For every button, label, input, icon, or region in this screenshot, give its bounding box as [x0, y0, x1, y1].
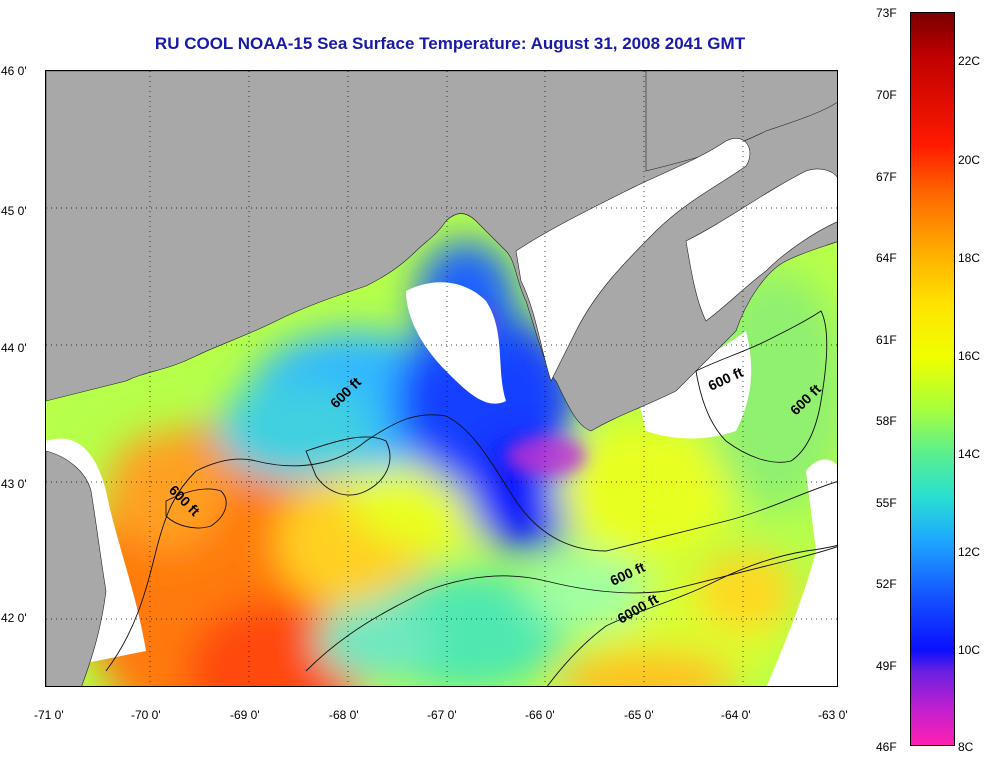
colorbar-label-70f: 70F: [876, 88, 897, 102]
lat-label-43: 43 0': [1, 477, 27, 491]
colorbar-label-55f: 55F: [876, 496, 897, 510]
colorbar-label-67f: 67F: [876, 170, 897, 184]
colorbar-label-46f: 46F: [876, 740, 897, 754]
sst-map: 600 ft 600 ft 600 ft 600 ft 600 ft 6000 …: [45, 70, 838, 687]
colorbar-label-52f: 52F: [876, 577, 897, 591]
lon-label-66: -66 0': [525, 708, 555, 722]
lon-label-64: -64 0': [721, 708, 751, 722]
colorbar-label-14c: 14C: [958, 447, 981, 461]
lat-label-42: 42 0': [1, 611, 27, 625]
colorbar-label-22c: 22C: [958, 54, 981, 68]
lon-label-70: -70 0': [131, 708, 161, 722]
colorbar-label-58f: 58F: [876, 414, 897, 428]
colorbar-label-12c: 12C: [958, 545, 981, 559]
lon-label-63: -63 0': [818, 708, 848, 722]
lon-label-65: -65 0': [624, 708, 654, 722]
colorbar-label-18c: 18C: [958, 251, 981, 265]
map-title: RU COOL NOAA-15 Sea Surface Temperature:…: [154, 34, 746, 53]
colorbar-label-8c: 8C: [958, 740, 974, 754]
lon-label-69: -69 0': [230, 708, 260, 722]
colorbar-label-49f: 49F: [876, 659, 897, 673]
bay-white: [515, 138, 837, 382]
bathymetry-contours: [105, 310, 837, 686]
lon-label-71: -71 0': [34, 708, 64, 722]
colorbar-label-64f: 64F: [876, 251, 897, 265]
lon-label-67: -67 0': [427, 708, 457, 722]
lon-label-68: -68 0': [329, 708, 359, 722]
color-scale-bar: [910, 12, 955, 746]
colorbar-label-20c: 20C: [958, 153, 981, 167]
land: [46, 71, 837, 686]
lat-label-46: 46 0': [1, 64, 27, 78]
graticule: [46, 71, 837, 686]
colorbar-label-16c: 16C: [958, 349, 981, 363]
colorbar-label-73f: 73F: [876, 6, 897, 20]
colorbar-label-10c: 10C: [958, 643, 981, 657]
colorbar-label-61f: 61F: [876, 333, 897, 347]
sst-map-canvas: 600 ft 600 ft 600 ft 600 ft 600 ft 6000 …: [46, 71, 837, 686]
lat-label-44: 44 0': [1, 341, 27, 355]
lat-label-45: 45 0': [1, 204, 27, 218]
